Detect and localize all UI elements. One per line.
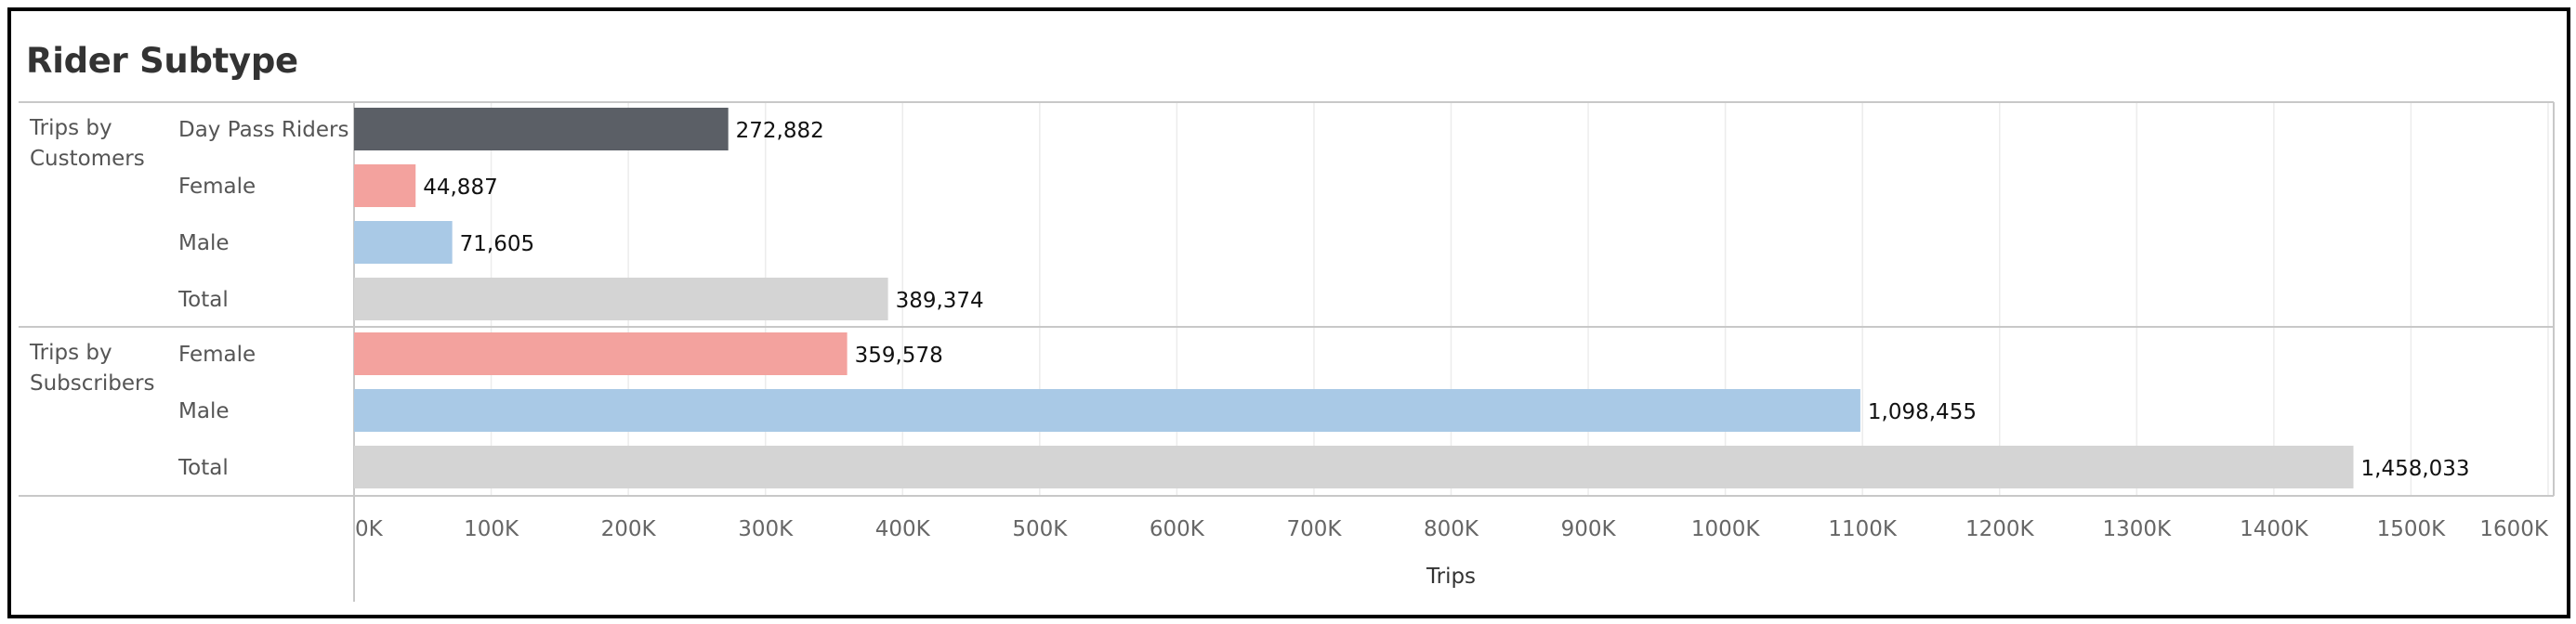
group-label: Trips by xyxy=(29,341,112,365)
x-tick-label: 1200K xyxy=(1965,517,2035,541)
bar xyxy=(354,108,729,150)
x-tick-label: 100K xyxy=(464,517,519,541)
data-label: 44,887 xyxy=(423,176,497,200)
category-label: Male xyxy=(178,231,229,255)
category-label: Total xyxy=(177,288,229,312)
bar xyxy=(354,332,848,375)
bar xyxy=(354,446,2354,488)
data-label: 71,605 xyxy=(460,232,534,256)
data-label: 359,578 xyxy=(855,344,943,368)
x-tick-label: 800K xyxy=(1424,517,1479,541)
group-label: Trips by xyxy=(29,116,112,140)
data-label: 389,374 xyxy=(896,289,984,313)
x-tick-label: 300K xyxy=(738,517,794,541)
group-label: Customers xyxy=(30,147,145,171)
x-tick-label: 1500K xyxy=(2377,517,2447,541)
x-tick-label: 500K xyxy=(1012,517,1068,541)
x-tick-label: 1300K xyxy=(2103,517,2173,541)
category-label: Total xyxy=(177,456,229,480)
category-label: Female xyxy=(178,343,256,367)
category-label: Male xyxy=(178,399,229,423)
category-label: Day Pass Riders xyxy=(178,118,349,142)
x-tick-label: 1600K xyxy=(2479,517,2549,541)
bar xyxy=(354,278,888,320)
bar xyxy=(354,389,1860,432)
bar xyxy=(354,164,416,207)
x-tick-label: 1100K xyxy=(1828,517,1898,541)
x-tick-label: 0K xyxy=(355,517,384,541)
data-label: 272,882 xyxy=(736,119,824,143)
chart-title: Rider Subtype xyxy=(26,41,298,81)
group-label: Subscribers xyxy=(30,371,154,396)
data-label: 1,098,455 xyxy=(1868,400,1977,424)
x-tick-label: 1000K xyxy=(1691,517,1761,541)
x-tick-label: 600K xyxy=(1150,517,1205,541)
x-tick-label: 700K xyxy=(1286,517,1342,541)
bar xyxy=(354,221,453,264)
category-label: Female xyxy=(178,175,256,199)
x-tick-label: 200K xyxy=(601,517,657,541)
data-label: 1,458,033 xyxy=(2361,457,2470,481)
x-axis-title: Trips xyxy=(1426,565,1476,589)
x-tick-label: 900K xyxy=(1561,517,1617,541)
x-tick-label: 1400K xyxy=(2240,517,2309,541)
x-tick-label: 400K xyxy=(875,517,931,541)
